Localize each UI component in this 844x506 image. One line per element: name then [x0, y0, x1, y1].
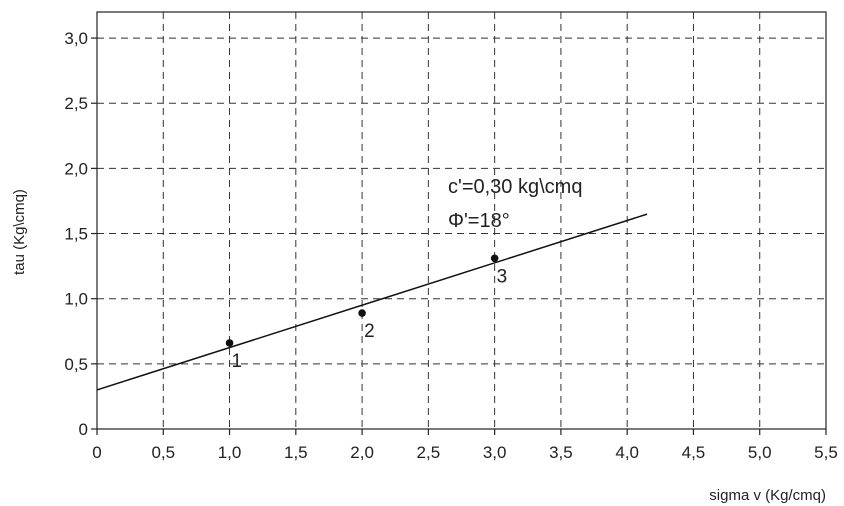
point-label-1: 1	[232, 351, 243, 372]
y-tick-label: 1,0	[64, 290, 88, 309]
fit-line-layer	[96, 213, 648, 391]
x-tick-label: 3,5	[549, 443, 573, 462]
cohesion-annotation: c'=0,30 kg\cmq	[448, 176, 582, 198]
point-label-2: 2	[364, 321, 375, 342]
x-tick-label: 0	[92, 443, 101, 462]
y-tick-label: 1,5	[64, 225, 88, 244]
x-tick-label: 1,0	[218, 443, 242, 462]
x-tick-label: 5,5	[814, 443, 838, 462]
data-point-2	[358, 309, 366, 317]
x-tick-label: 2,5	[417, 443, 441, 462]
y-tick-label: 2,5	[64, 94, 88, 113]
data-points: 1 2 3	[225, 254, 508, 372]
y-tick-label: 2,0	[64, 159, 88, 178]
failure-envelope-line	[96, 213, 648, 391]
x-axis-label: sigma v (Kg/cmq)	[709, 487, 826, 504]
y-axis-label: tau (Kg\cmq)	[11, 189, 28, 275]
x-tick-label: 1,5	[284, 443, 308, 462]
point-label-3: 3	[497, 266, 508, 287]
tick-labels: 0 0,5 1,0 1,5 2,0 2,5 3,0 3,5 4,0 4,5 5,0 5,5 0 0,5 1,…	[64, 29, 837, 462]
plot-frame	[96, 11, 827, 430]
x-tick-label: 4,0	[615, 443, 639, 462]
x-tick-label: 3,0	[483, 443, 507, 462]
y-tick-label: 3,0	[64, 29, 88, 48]
data-point-1	[225, 339, 234, 347]
y-tick-label: 0,5	[64, 355, 88, 374]
data-point-3	[490, 254, 499, 263]
x-tick-label: 5,0	[748, 443, 772, 462]
axes	[91, 11, 827, 435]
x-tick-label: 2,0	[350, 443, 374, 462]
x-tick-label: 4,5	[682, 443, 706, 462]
x-tick-label: 0,5	[151, 443, 175, 462]
y-tick-label: 0	[79, 420, 88, 439]
friction-angle-annotation: Φ'=18°	[448, 210, 510, 232]
